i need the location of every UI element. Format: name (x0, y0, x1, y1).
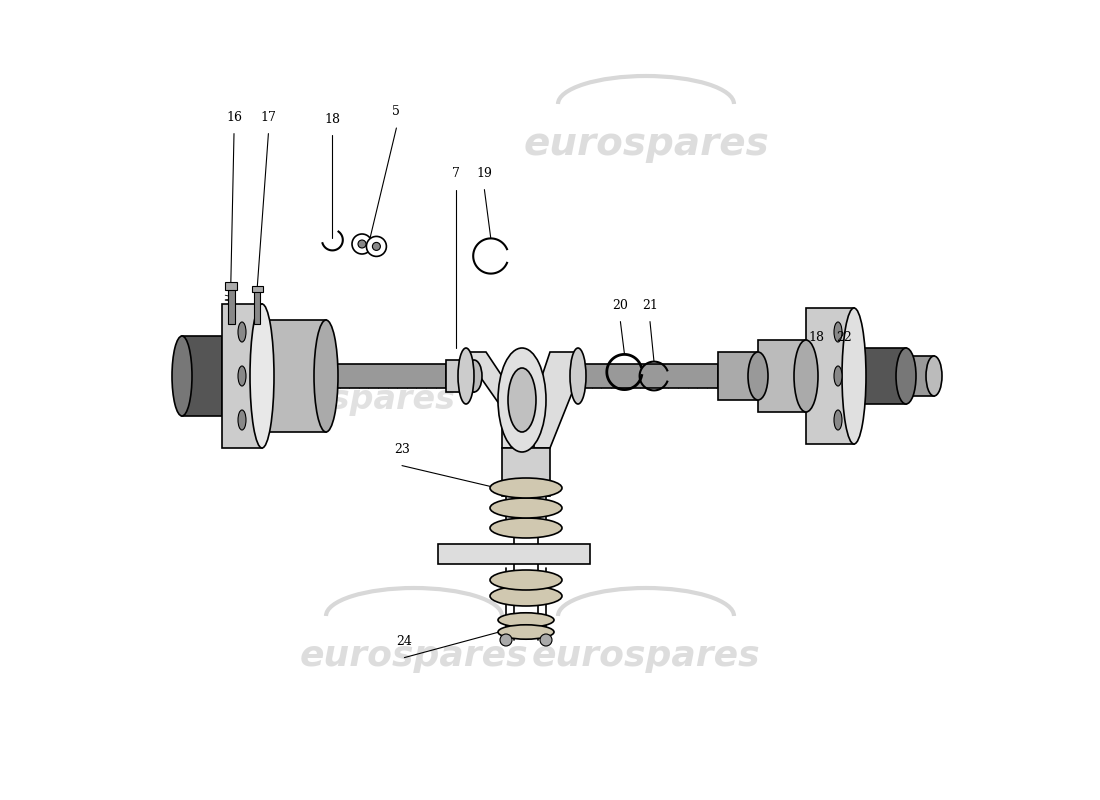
Ellipse shape (834, 410, 842, 430)
Text: 21: 21 (642, 299, 658, 312)
Ellipse shape (896, 348, 916, 404)
Text: eurospares: eurospares (299, 639, 528, 673)
Polygon shape (466, 352, 518, 448)
Ellipse shape (498, 613, 554, 627)
Polygon shape (222, 304, 262, 448)
Polygon shape (262, 320, 326, 432)
Ellipse shape (500, 634, 512, 646)
Text: 18: 18 (324, 113, 340, 126)
Polygon shape (446, 360, 474, 392)
Ellipse shape (490, 518, 562, 538)
Text: 17: 17 (261, 111, 276, 124)
Text: 20: 20 (613, 299, 628, 312)
Polygon shape (906, 356, 934, 396)
Ellipse shape (314, 320, 338, 432)
Polygon shape (578, 364, 718, 388)
Ellipse shape (926, 356, 942, 396)
Polygon shape (326, 364, 446, 388)
Ellipse shape (458, 348, 474, 404)
Ellipse shape (748, 352, 768, 400)
Ellipse shape (508, 368, 536, 432)
Text: 19: 19 (476, 167, 493, 180)
Ellipse shape (490, 586, 562, 606)
Ellipse shape (466, 360, 482, 392)
Text: 23: 23 (394, 443, 410, 456)
Ellipse shape (366, 237, 386, 257)
Ellipse shape (490, 478, 562, 498)
Text: 22: 22 (836, 331, 852, 344)
Bar (228, 288, 234, 324)
Polygon shape (806, 308, 854, 444)
Ellipse shape (834, 322, 842, 342)
Bar (252, 286, 263, 292)
Ellipse shape (358, 240, 366, 248)
Polygon shape (718, 352, 758, 400)
Polygon shape (502, 448, 550, 496)
Text: 18: 18 (808, 331, 824, 344)
Ellipse shape (540, 634, 552, 646)
Polygon shape (758, 340, 806, 412)
Bar (438, 544, 590, 564)
Polygon shape (182, 336, 222, 416)
Text: 5: 5 (393, 106, 400, 118)
Ellipse shape (250, 304, 274, 448)
Ellipse shape (238, 322, 246, 342)
Text: 7: 7 (452, 167, 460, 180)
Ellipse shape (172, 336, 192, 416)
Ellipse shape (490, 498, 562, 518)
Ellipse shape (490, 570, 562, 590)
Ellipse shape (498, 348, 546, 452)
Text: 24: 24 (396, 635, 412, 648)
Polygon shape (854, 348, 906, 404)
Ellipse shape (238, 366, 246, 386)
Polygon shape (534, 352, 582, 448)
Text: eurospares: eurospares (524, 125, 769, 163)
Ellipse shape (570, 348, 586, 404)
Bar (226, 282, 238, 290)
Ellipse shape (373, 242, 381, 250)
Text: eurospares: eurospares (531, 639, 760, 673)
Bar (254, 290, 261, 324)
Ellipse shape (498, 625, 554, 639)
Ellipse shape (238, 410, 246, 430)
Ellipse shape (794, 340, 818, 412)
Ellipse shape (352, 234, 372, 254)
Text: 16: 16 (226, 111, 242, 124)
Text: eurospares: eurospares (244, 383, 455, 417)
Ellipse shape (834, 366, 842, 386)
Ellipse shape (842, 308, 866, 444)
